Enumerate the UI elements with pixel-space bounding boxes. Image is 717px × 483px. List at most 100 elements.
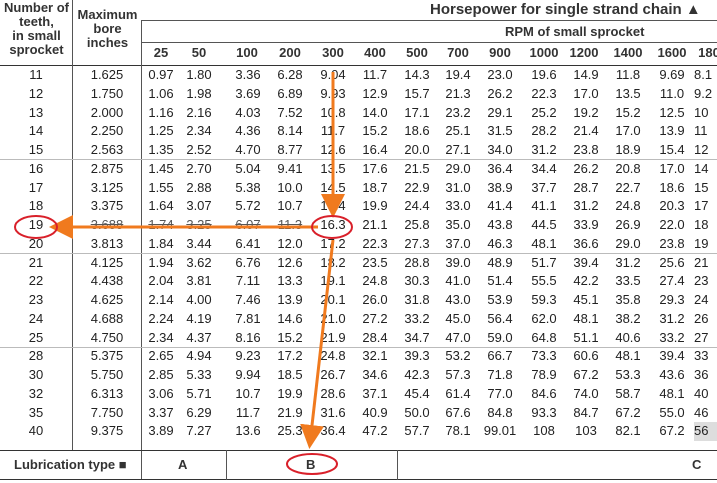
rpm-900: 900 [489,45,511,60]
table-row: 30 5.750 2.85 5.33 9.94 18.5 26.7 34.6 42.3 57.3 7… [0,366,717,385]
hp-cell: 28.7 [573,179,599,195]
hp-cell: 9.93 [320,85,346,101]
hp-cell: 38.9 [487,179,513,195]
hp-cell: 26.0 [362,292,388,307]
bore-header-line-3: inches [86,35,129,50]
hp-cell: 8.14 [277,123,303,139]
teeth-header-line-4: sprocket [9,42,64,57]
hp-cell: 4.70 [235,142,261,157]
hp-cell: 78.9 [531,367,557,382]
hp-cell: 14.9 [573,67,599,82]
teeth-cell: 28 [28,348,44,364]
hp-cell: 1.80 [186,67,212,82]
hp-cell: 27.3 [404,235,430,251]
hp-cell: 56.4 [487,310,513,326]
teeth-cell: 21 [28,254,44,270]
hp-cell: 19.6 [531,67,557,82]
bore-cell: 2.250 [90,123,124,139]
hp-cell: 2.34 [148,329,174,345]
hp-cell: 14.0 [362,104,388,120]
hp-cell: 33.9 [573,217,599,232]
table-row: 18 3.375 1.64 3.07 5.72 10.7 15.4 19.9 24.4 33.0 4… [0,197,717,216]
hp-cell: 28.2 [531,123,557,139]
hp-cell: 23 [694,273,709,289]
hp-cell: 55.5 [531,273,557,289]
hp-cell: 8.1 [694,67,713,82]
hp-cell: 18.7 [362,179,388,195]
teeth-cell: 40 [28,423,44,439]
hp-cell: 82.1 [615,423,641,439]
bore-cell: 5.375 [90,348,124,364]
teeth-cell: 18 [28,198,44,214]
hp-cell: 1.55 [148,179,174,195]
hp-cell: 27.4 [659,273,685,289]
hp-cell: 8.77 [277,142,303,157]
teeth-cell: 24 [28,310,44,326]
teeth-cell: 20 [28,235,44,251]
hp-cell: 24.8 [362,273,388,289]
hp-cell: 10.8 [320,104,346,120]
hp-cell: 37.1 [362,385,388,401]
rpm-title: RPM of small sprocket [505,24,645,39]
hp-cell: 45.4 [404,385,430,401]
hp-cell: 44.5 [531,217,557,232]
hp-cell: 13.9 [659,123,685,139]
teeth-cell: 32 [28,385,44,401]
hp-cell: 67.2 [573,367,599,382]
bore-cell: 4.438 [90,273,124,289]
lubrication-bottom-rule [0,479,717,480]
hp-cell: 28.4 [362,329,388,345]
hp-cell: 19.2 [573,104,599,120]
bore-cell: 7.750 [90,404,124,420]
hp-cell: 7.81 [235,310,261,326]
hp-cell: 43.8 [487,217,513,232]
hp-cell: 31.5 [487,123,513,139]
bore-header-line-1: Maximum [77,7,138,22]
hp-cell: 1.98 [186,85,212,101]
hp-cell: 21.0 [320,310,346,326]
hp-cell: 9.94 [235,367,261,382]
hp-cell: 3.69 [235,85,261,101]
teeth-header-line-1: Number of [4,0,69,15]
hp-cell: 23.5 [362,254,388,270]
table-row: 20 3.813 1.84 3.44 6.41 12.0 17.2 22.3 27.3 37.0 4… [0,235,717,254]
hp-cell: 1.84 [148,235,174,251]
hp-cell: 45.1 [573,292,599,307]
hp-cell: 21.9 [277,404,303,420]
hp-cell: 99.01 [483,423,517,439]
lub-divider-ab [226,450,227,480]
hp-cell: 48.1 [573,310,599,326]
hp-cell: 5.72 [235,198,261,214]
hp-cell: 34.0 [487,142,513,157]
bore-cell: 4.625 [90,292,124,307]
hp-cell: 33.5 [615,273,641,289]
hp-cell: 15.4 [320,198,346,214]
hp-cell: 13.5 [320,160,346,176]
hp-cell: 6.89 [277,85,303,101]
hp-cell: 29.3 [659,292,685,307]
bore-cell: 9.375 [90,423,124,439]
bore-cell: 2.000 [90,104,124,120]
hp-cell: 15.2 [277,329,303,345]
hp-cell: 41.0 [445,273,471,289]
hp-cell: 27.1 [445,142,471,157]
hp-cell: 17.2 [320,235,346,251]
hp-cell: 14.3 [404,67,430,82]
hp-cell: 27 [694,329,709,345]
teeth-header-line-2: teeth, [19,14,54,29]
hp-cell: 14.5 [320,179,346,195]
hp-cell: 14 [694,160,709,176]
hp-cell: 11.7 [362,67,388,82]
table-row: 25 4.750 2.34 4.37 8.16 15.2 21.9 28.4 34.7 47.0 5… [0,329,717,348]
hp-cell: 3.89 [148,423,174,439]
hp-cell: 31.6 [320,404,346,420]
hp-cell: 78.1 [445,423,471,439]
hp-cell: 26 [694,310,709,326]
bore-cell: 4.125 [90,254,124,270]
hp-cell: 51.4 [487,273,513,289]
hp-cell: 25.2 [531,104,557,120]
teeth-cell: 14 [28,123,44,139]
hp-cell: 19.9 [362,198,388,214]
hp-cell: 6.76 [235,254,261,270]
hp-cell: 4.37 [186,329,212,345]
